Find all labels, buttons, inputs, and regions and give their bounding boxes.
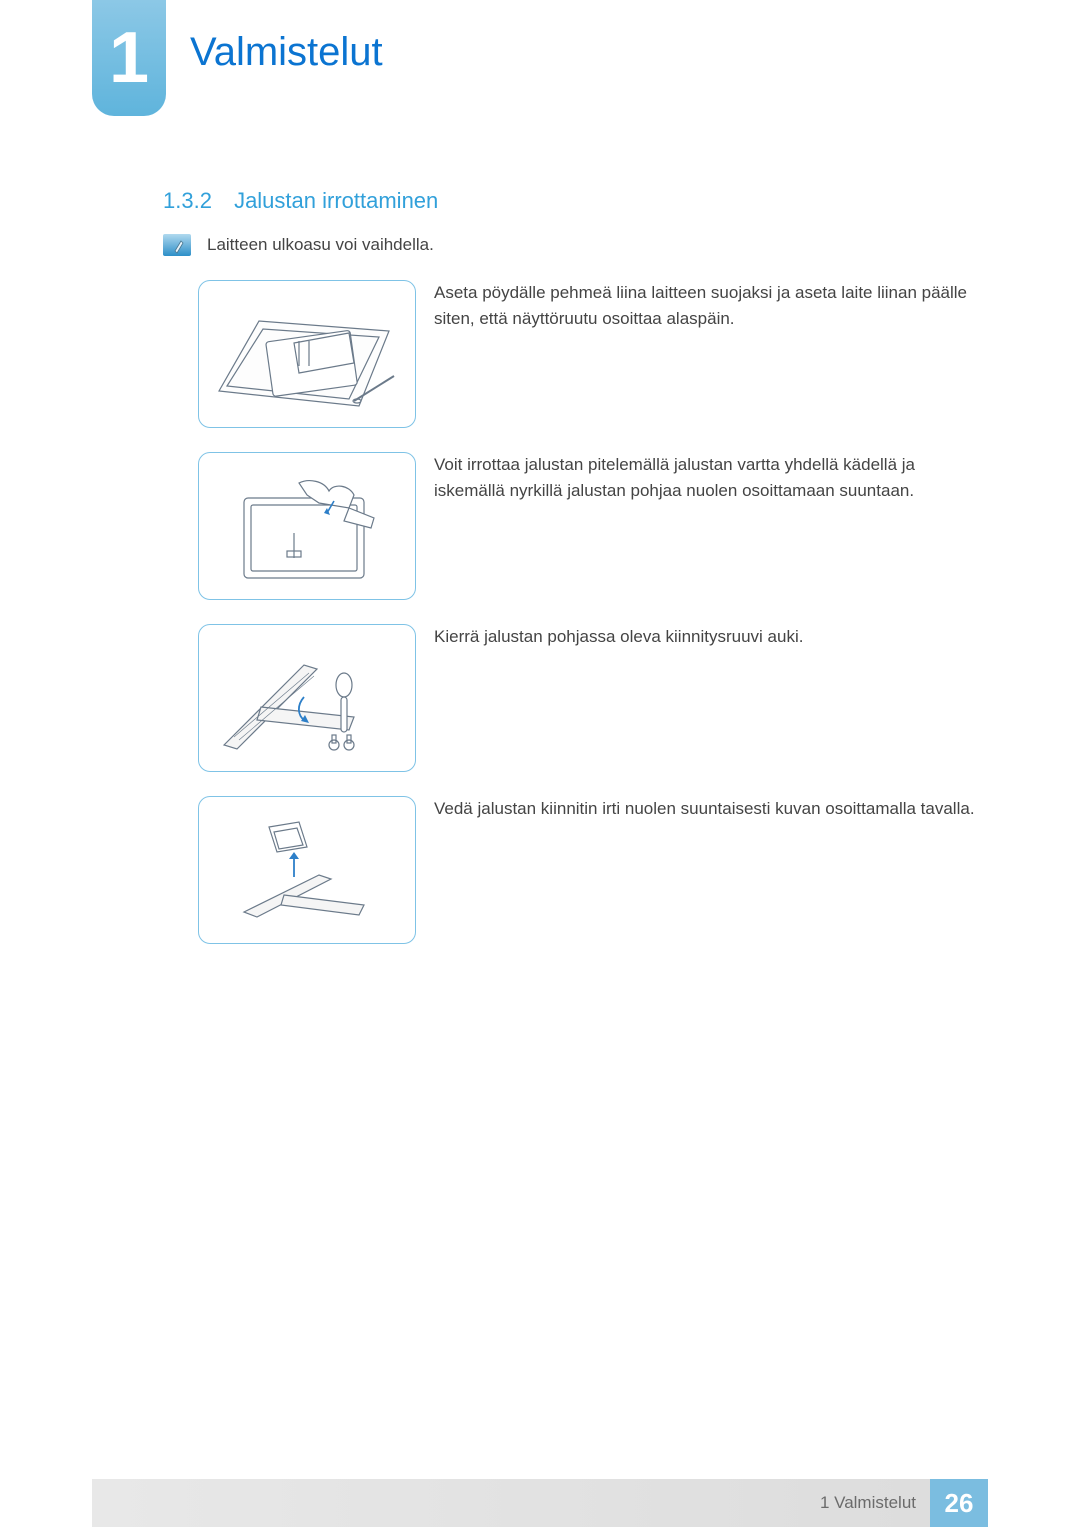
step-row: Kierrä jalustan pohjassa oleva kiinnitys… [198,624,988,772]
chapter-number: 1 [109,22,149,94]
section-number: 1.3.2 [163,188,212,213]
page-number: 26 [945,1488,974,1519]
chapter-tab: 1 [92,0,166,116]
note-icon [163,234,191,256]
illustration [198,624,416,772]
illustration [198,280,416,428]
step-text: Kierrä jalustan pohjassa oleva kiinnitys… [434,624,988,772]
note-row: Laitteen ulkoasu voi vaihdella. [163,234,434,256]
section-heading: 1.3.2 Jalustan irrottaminen [163,188,438,214]
footer-bar: 1 Valmistelut 26 [92,1479,988,1527]
steps-container: Aseta pöydälle pehmeä liina laitteen suo… [198,280,988,968]
step-row: Aseta pöydälle pehmeä liina laitteen suo… [198,280,988,428]
illustration [198,796,416,944]
note-text: Laitteen ulkoasu voi vaihdella. [207,235,434,255]
step-text: Aseta pöydälle pehmeä liina laitteen suo… [434,280,988,428]
illustration [198,452,416,600]
chapter-title: Valmistelut [190,30,383,75]
page-number-box: 26 [930,1479,988,1527]
step-text: Vedä jalustan kiinnitin irti nuolen suun… [434,796,988,944]
step-row: Voit irrottaa jalustan pitelemällä jalus… [198,452,988,600]
step-text: Voit irrottaa jalustan pitelemällä jalus… [434,452,988,600]
step-row: Vedä jalustan kiinnitin irti nuolen suun… [198,796,988,944]
footer-text: 1 Valmistelut [820,1493,916,1513]
section-title: Jalustan irrottaminen [234,188,438,213]
